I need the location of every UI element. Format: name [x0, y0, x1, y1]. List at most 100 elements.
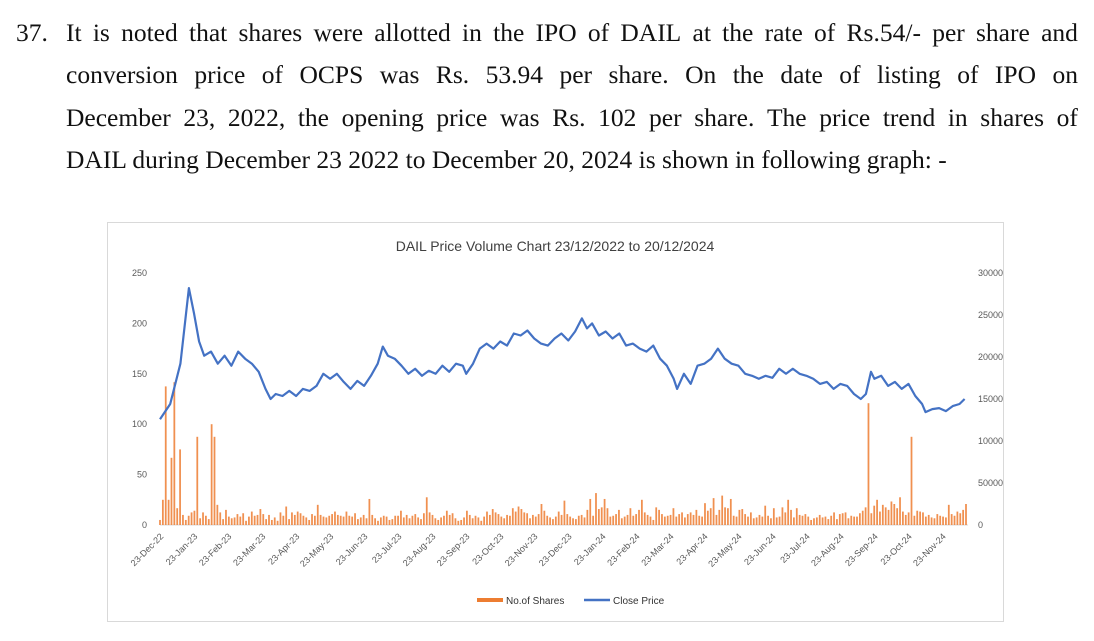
- volume-bar: [199, 518, 202, 525]
- volume-bar: [276, 520, 279, 525]
- volume-bar: [540, 504, 543, 525]
- volume-bar: [606, 508, 609, 525]
- volume-bar: [216, 504, 219, 525]
- word: in: [947, 102, 968, 132]
- volume-bar: [942, 516, 944, 525]
- word: at: [692, 18, 711, 47]
- volume-bar: [339, 515, 342, 525]
- volume-bar: [830, 515, 833, 525]
- volume-bar: [445, 510, 448, 525]
- volume-bar: [861, 510, 864, 525]
- x-tick-label: 23-Mar-23: [231, 531, 267, 567]
- volume-bar: [520, 509, 523, 525]
- volume-bar: [950, 514, 953, 525]
- volume-bar: [205, 515, 207, 525]
- chart-title: DAIL Price Volume Chart 23/12/2022 to 20…: [396, 238, 715, 254]
- word: per: [559, 60, 592, 90]
- volume-bar: [847, 518, 850, 525]
- volume-bar: [563, 500, 566, 525]
- volume-bar: [899, 497, 901, 525]
- volume-bar: [288, 519, 290, 525]
- volume-bar: [735, 516, 738, 525]
- volume-bar: [755, 517, 758, 525]
- volume-bar: [804, 514, 807, 525]
- volume-bar: [632, 515, 635, 525]
- x-tick-label: 23-Jul-24: [778, 531, 812, 565]
- volume-bar: [646, 514, 649, 525]
- volume-bar: [916, 510, 919, 525]
- volume-bar: [643, 512, 646, 525]
- word: The: [766, 102, 807, 132]
- volume-bar: [609, 516, 612, 525]
- volume-bar: [595, 493, 597, 525]
- volume-bar: [856, 516, 858, 525]
- volume-bar: [391, 519, 394, 525]
- word: of: [1056, 102, 1078, 132]
- legend-swatch-shares: [477, 598, 503, 602]
- word: conversion: [66, 60, 178, 90]
- word: price: [436, 102, 488, 132]
- word: 102: [598, 102, 637, 132]
- volume-bar: [965, 504, 967, 525]
- volume-bar: [638, 509, 640, 525]
- y-left-tick-label: 200: [132, 318, 147, 328]
- volume-bar: [299, 513, 302, 525]
- close-price-line: [159, 287, 966, 420]
- volume-bar: [930, 517, 933, 525]
- volume-bar: [359, 517, 362, 525]
- word: of: [814, 18, 836, 47]
- volume-bar: [640, 499, 643, 525]
- volume-bar: [379, 517, 382, 525]
- volume-bar: [253, 515, 256, 525]
- volume-bar: [506, 514, 508, 525]
- x-tick-label: 23-Sep-23: [435, 531, 472, 568]
- volume-bar: [566, 514, 569, 525]
- volume-bar: [494, 512, 497, 525]
- word: December: [66, 102, 171, 132]
- volume-bar: [336, 514, 339, 525]
- volume-bar: [870, 513, 873, 525]
- word: shares: [980, 102, 1045, 132]
- word: was: [379, 60, 420, 90]
- volume-bar: [354, 513, 356, 525]
- volume-bar: [879, 511, 881, 525]
- volume-bar: [749, 512, 752, 525]
- volume-bar: [468, 514, 471, 525]
- volume-bar: [767, 515, 769, 525]
- volume-bar: [242, 513, 245, 525]
- volume-bar: [440, 517, 442, 525]
- volume-bar: [348, 515, 351, 525]
- word: 53.94: [485, 60, 543, 90]
- volume-bar: [615, 514, 617, 525]
- volume-bar: [896, 508, 899, 525]
- volume-bar: [293, 514, 296, 525]
- volume-bar: [881, 504, 884, 525]
- volume-bar: [698, 515, 701, 525]
- y-left-tick-label: 0: [142, 520, 147, 530]
- volume-bar: [876, 499, 878, 525]
- volume-bar: [529, 518, 531, 525]
- volume-bar: [480, 520, 483, 525]
- volume-bar: [864, 507, 867, 525]
- y-left-tick-label: 250: [132, 268, 147, 278]
- volume-bar: [488, 514, 491, 525]
- x-tick-label: 23-Jan-23: [164, 531, 200, 567]
- volume-bar: [316, 504, 319, 525]
- volume-bar: [279, 512, 282, 525]
- volume-bar: [173, 382, 176, 525]
- volume-bar: [182, 514, 184, 525]
- volume-bar: [408, 518, 411, 525]
- volume-bar: [836, 519, 838, 525]
- volume-bar: [715, 514, 718, 525]
- volume-bar: [922, 512, 924, 525]
- legend-label-price: Close Price: [613, 596, 665, 607]
- volume-bar: [322, 516, 325, 525]
- volume-bar: [219, 512, 222, 525]
- volume-bar: [810, 519, 812, 525]
- volume-bar: [784, 512, 787, 525]
- volume-bar: [775, 517, 778, 525]
- volume-bar: [463, 517, 465, 525]
- volume-bar: [334, 511, 336, 525]
- word: DAIL during December 23 2022 to December…: [66, 144, 947, 174]
- price-volume-chart: DAIL Price Volume Chart 23/12/2022 to 20…: [107, 222, 1004, 622]
